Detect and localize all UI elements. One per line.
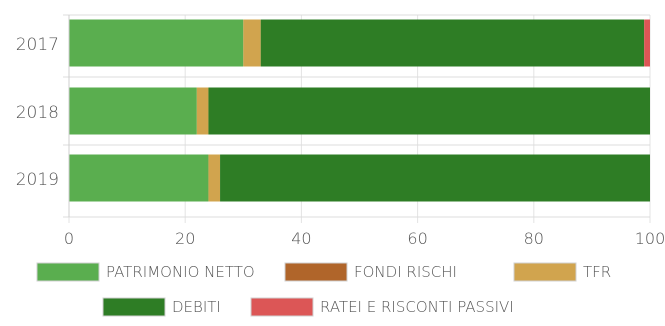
legend-label: RATEI E RISCONTI PASSIVI — [320, 298, 514, 316]
legend-label: DEBITI — [172, 298, 221, 316]
x-tick-label: 80 — [524, 229, 544, 248]
legend-label: PATRIMONIO NETTO — [106, 263, 255, 281]
bar-segment — [196, 87, 209, 135]
bar-segment — [644, 19, 650, 67]
bar-segment — [208, 87, 650, 135]
bars-layer — [69, 19, 650, 202]
bar-segment — [208, 154, 221, 202]
y-tick-label: 2018 — [16, 103, 59, 123]
legend: PATRIMONIO NETTO FONDI RISCHI TFR DEBITI RAT… — [36, 262, 611, 317]
bar-segment — [260, 19, 645, 67]
bar-segment — [69, 154, 209, 202]
bar-segment — [69, 87, 197, 135]
legend-swatch — [36, 262, 100, 282]
x-tick-label: 0 — [64, 229, 74, 248]
x-tick-label: 60 — [407, 229, 427, 248]
y-tick-label: 2017 — [16, 35, 59, 55]
x-tick-label: 20 — [175, 229, 195, 248]
legend-swatch — [102, 297, 166, 317]
axis-layer: 2017 2018 2019 0 20 40 60 80 100 — [16, 15, 665, 248]
legend-label: TFR — [583, 263, 611, 281]
legend-swatch — [250, 297, 314, 317]
bar-segment — [220, 154, 650, 202]
y-tick-label: 2019 — [16, 170, 59, 190]
x-tick-label: 100 — [635, 229, 665, 248]
legend-swatch — [284, 262, 348, 282]
legend-label: FONDI RISCHI — [354, 263, 457, 281]
bar-segment — [69, 19, 244, 67]
x-tick-label: 40 — [291, 229, 311, 248]
legend-swatch — [513, 262, 577, 282]
bar-segment — [243, 19, 261, 67]
